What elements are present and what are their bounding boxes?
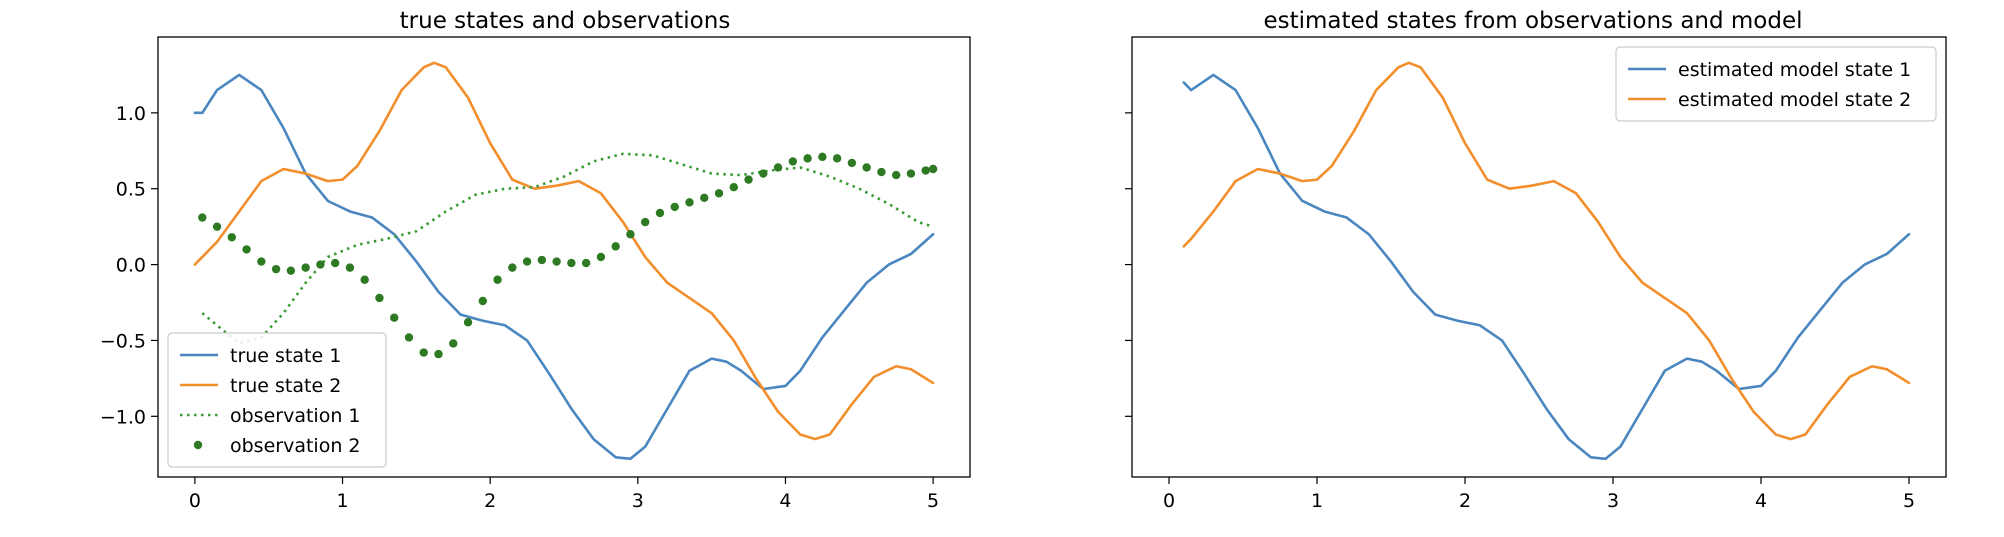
right-x-tick-label: 0 — [1163, 490, 1175, 512]
right-legend-box — [1615, 46, 1937, 122]
left-plot-area: 0 1 2 3 4 5 −1.0 −0.5 0.0 0.5 1.0 — [100, 36, 971, 512]
true-state-2-legend-label: true state 2 — [230, 375, 341, 397]
observation-2-point — [596, 252, 606, 262]
left-x-tick-label: 1 — [336, 490, 348, 512]
observation-2-point — [611, 242, 620, 251]
observation-2-point — [257, 257, 266, 266]
left-x-tick-label: 2 — [484, 490, 496, 512]
left-y-tick-label: −1.0 — [100, 406, 146, 428]
observation-2-point — [271, 264, 281, 274]
observation-1-line — [201, 152, 934, 345]
observation-2-point — [493, 275, 502, 284]
observation-2-point — [744, 175, 753, 184]
observation-2-point — [906, 169, 916, 178]
observation-2-point — [832, 154, 842, 163]
observation-2-point — [700, 193, 709, 203]
observation-2-point — [537, 255, 547, 265]
observation-2-point — [877, 167, 886, 177]
observation-2-point — [759, 169, 768, 178]
observation-2-point — [508, 263, 517, 272]
observation-2-point — [862, 163, 871, 172]
observation-2-point — [641, 217, 650, 227]
right-legend: estimated model state 1 estimated model s… — [1615, 46, 1937, 122]
observation-2-point — [670, 202, 679, 212]
left-panel: true states and observations 0 1 2 3 4 5 −1.0 −… — [100, 8, 971, 512]
left-panel-title: true states and observations — [400, 8, 731, 34]
observation-2-point — [685, 198, 694, 207]
observation-2-point — [375, 293, 384, 303]
left-y-tick-label: 0.5 — [116, 179, 146, 201]
observation-2-point — [847, 158, 857, 168]
left-axes-frame — [157, 36, 971, 478]
observation-2-point — [773, 163, 783, 172]
left-legend-box — [167, 332, 387, 468]
observation-2-point — [729, 183, 738, 192]
observation-2-point — [891, 170, 901, 180]
observation-2-point — [581, 258, 591, 268]
observation-2-point — [227, 233, 237, 242]
observation-2-point — [714, 189, 724, 198]
observation-2-legend-marker — [193, 440, 203, 450]
estimated-model-state-2-legend-label: estimated model state 2 — [1678, 89, 1911, 111]
observation-2-point — [928, 164, 938, 174]
observation-2-point — [921, 166, 930, 175]
observation-2-point — [301, 263, 310, 272]
observation-2-point — [242, 245, 251, 254]
observation-2-point — [655, 208, 665, 218]
right-x-tick-label: 2 — [1459, 490, 1471, 512]
left-x-tick-label: 5 — [927, 490, 939, 512]
left-y-tick-label: −0.5 — [100, 330, 146, 352]
left-x-tick-label: 4 — [779, 490, 791, 512]
observation-2-point — [212, 222, 222, 231]
true-state-2-line — [193, 61, 935, 441]
estimated-model-state-2-line — [1182, 61, 1911, 441]
right-x-tick-label: 1 — [1311, 490, 1323, 512]
observation-2-points — [198, 152, 938, 359]
left-y-tick-label: 0.0 — [116, 255, 146, 277]
left-y-tick-label: 1.0 — [116, 103, 146, 125]
observation-2-point — [522, 257, 532, 266]
observation-2-point — [286, 266, 296, 275]
right-axes-frame — [1131, 36, 1947, 478]
observation-2-point — [390, 313, 399, 322]
observation-2-point — [478, 296, 487, 306]
observation-2-point — [788, 157, 798, 166]
observation-2-legend-label: observation 2 — [230, 435, 361, 457]
observation-2-point — [434, 349, 443, 359]
observation-2-point — [626, 230, 635, 239]
observation-2-point — [803, 154, 812, 163]
right-panel-title: estimated states from observations and m… — [1263, 8, 1802, 34]
left-x-tick-label: 3 — [632, 490, 644, 512]
right-x-tick-label: 4 — [1755, 490, 1767, 512]
left-legend: true state 1 true state 2 observation 1 obs… — [167, 332, 387, 468]
right-plot-area: 0 1 2 3 4 5 — [1125, 36, 1947, 512]
estimated-model-state-1-line — [1182, 73, 1911, 461]
observation-2-point — [567, 258, 576, 268]
observation-2-point — [818, 152, 827, 162]
right-panel: estimated states from observations and m… — [1125, 8, 1947, 512]
observation-2-point — [316, 260, 325, 269]
observation-2-point — [419, 348, 428, 357]
true-state-1-legend-label: true state 1 — [230, 345, 341, 367]
observation-2-point — [330, 258, 340, 268]
observation-1-legend-label: observation 1 — [230, 405, 361, 427]
observation-2-point — [404, 333, 414, 342]
right-x-tick-label: 5 — [1903, 490, 1915, 512]
observation-2-point — [198, 213, 207, 222]
observation-2-point — [449, 339, 458, 348]
observation-2-point — [463, 318, 473, 327]
observation-2-point — [360, 275, 369, 284]
observation-2-point — [345, 263, 355, 272]
estimated-model-state-1-legend-label: estimated model state 1 — [1678, 59, 1911, 81]
right-x-tick-label: 3 — [1607, 490, 1619, 512]
observation-2-point — [552, 257, 561, 266]
left-x-tick-label: 0 — [189, 490, 201, 512]
